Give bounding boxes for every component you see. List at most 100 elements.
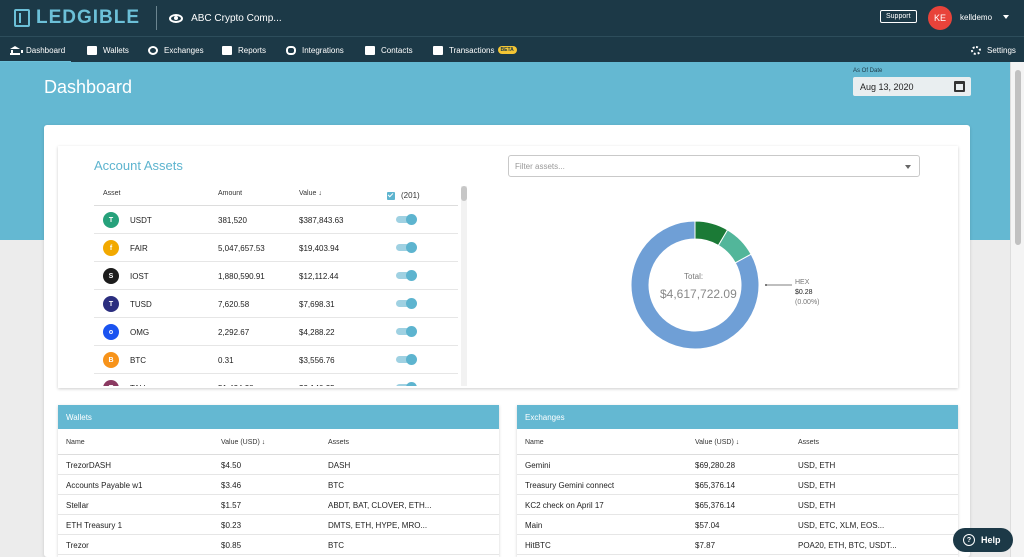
as-of-date-label: As Of Date — [853, 68, 883, 74]
row-value: $0.23 — [221, 521, 242, 530]
page-scrollbar[interactable] — [1010, 62, 1024, 557]
nav-transactions[interactable]: Transactions BETA — [433, 37, 517, 63]
row-name: Trezor — [66, 541, 89, 550]
row-name: HitBTC — [525, 541, 551, 550]
ledgible-logo[interactable]: LEDGIBLE — [14, 7, 140, 29]
asset-row[interactable]: S IOST 1,880,590.91 $12,112.44 — [94, 262, 458, 290]
eye-icon[interactable] — [169, 13, 184, 23]
select-all-checkbox[interactable] — [387, 192, 395, 200]
asset-amount: 1,880,590.91 — [218, 272, 265, 281]
nav-reports[interactable]: Reports — [222, 37, 266, 63]
donut-slice[interactable] — [717, 229, 752, 264]
username[interactable]: kelldemo — [960, 13, 993, 22]
exchanges-col-name: Name — [525, 439, 544, 446]
donut-total-label: Total: — [684, 272, 704, 281]
wallets-col-value[interactable]: Value (USD) ↓ — [221, 439, 266, 446]
help-button[interactable]: ? Help — [953, 528, 1013, 552]
page-scroll-thumb[interactable] — [1015, 70, 1021, 245]
asset-toggle[interactable] — [396, 382, 417, 386]
asset-toggle[interactable] — [396, 214, 417, 225]
asset-amount: 2,292.67 — [218, 328, 250, 337]
chevron-down-icon[interactable] — [1003, 15, 1009, 19]
row-assets: ABDT, BAT, CLOVER, ETH... — [328, 501, 432, 510]
row-assets: BTC — [328, 481, 344, 490]
col-amount: Amount — [218, 190, 243, 197]
wallets-header-row: Name Value (USD) ↓ Assets — [58, 429, 499, 455]
row-assets: DASH — [328, 461, 351, 470]
assets-scroll-thumb[interactable] — [461, 186, 467, 201]
asset-toggle[interactable] — [396, 270, 417, 281]
col-value-sort[interactable]: Value ↓ — [299, 190, 322, 197]
chevron-down-icon[interactable] — [905, 165, 911, 169]
exchanges-col-value[interactable]: Value (USD) ↓ — [695, 439, 740, 446]
exchanges-title: Exchanges — [517, 405, 958, 429]
callout-percent: (0.00%) — [795, 299, 820, 306]
asset-toggle[interactable] — [396, 326, 417, 337]
link-icon — [286, 45, 296, 55]
asset-amount: 381,520 — [218, 216, 247, 225]
nav-settings-label: Settings — [987, 45, 1016, 55]
row-name: Main — [525, 521, 543, 530]
as-of-date-field[interactable]: Aug 13, 2020 — [853, 77, 971, 96]
main-nav: Dashboard Wallets Exchanges Reports Inte… — [0, 36, 1024, 63]
nav-wallets[interactable]: Wallets — [87, 37, 129, 63]
avatar[interactable]: KE — [928, 6, 952, 30]
asset-toggle[interactable] — [396, 354, 417, 365]
row-value: $4.50 — [221, 461, 242, 470]
row-name: KC2 check on April 17 — [525, 501, 604, 510]
assets-scrollbar[interactable] — [461, 186, 467, 386]
nav-contacts-label: Contacts — [381, 45, 413, 55]
table-row[interactable]: HitBTC $7.87 POA20, ETH, BTC, USDT... — [517, 535, 958, 555]
row-value: $57.04 — [695, 521, 720, 530]
table-row[interactable]: ETH Treasury 1 $0.23 DMTS, ETH, HYPE, MRO.… — [58, 515, 499, 535]
table-row[interactable]: Gemini $69,280.28 USD, ETH — [517, 455, 958, 475]
table-row[interactable]: TrezorDASH $4.50 DASH — [58, 455, 499, 475]
page-title: Dashboard — [44, 77, 133, 97]
asset-row[interactable]: T TAU 51,424.28 $3,140.25 — [94, 374, 458, 386]
exchange-rows: Gemini $69,280.28 USD, ETH Treasury Gemini … — [517, 455, 958, 555]
question-icon: ? — [963, 534, 975, 546]
nav-integrations[interactable]: Integrations — [286, 37, 344, 63]
row-value: $69,280.28 — [695, 461, 736, 470]
asset-row[interactable]: o OMG 2,292.67 $4,288.22 — [94, 318, 458, 346]
donut-slice[interactable] — [630, 220, 760, 350]
table-row[interactable]: Main $57.04 USD, ETC, XLM, EOS... — [517, 515, 958, 535]
asset-symbol: TAU — [130, 384, 145, 386]
support-button[interactable]: Support — [880, 10, 917, 23]
table-row[interactable]: Accounts Payable w1 $3.46 BTC — [58, 475, 499, 495]
filter-assets-input[interactable]: Filter assets... — [508, 155, 920, 177]
wallet-icon — [87, 45, 97, 55]
asset-rows: T USDT 381,520 $387,843.63 f FAIR 5,047,657.53… — [94, 206, 458, 386]
asset-symbol: FAIR — [130, 244, 148, 253]
row-value: $7.87 — [695, 541, 716, 550]
coin-icon: f — [103, 240, 119, 256]
exchanges-col-assets: Assets — [798, 439, 820, 446]
asset-row[interactable]: B BTC 0.31 $3,556.76 — [94, 346, 458, 374]
asset-toggle[interactable] — [396, 298, 417, 309]
coin-icon: T — [103, 380, 119, 386]
asset-value: $4,288.22 — [299, 328, 335, 337]
transactions-icon — [433, 45, 443, 55]
account-assets-panel — [58, 146, 958, 388]
asset-row[interactable]: T TUSD 7,620.58 $7,698.31 — [94, 290, 458, 318]
select-count: (201) — [401, 191, 420, 200]
nav-contacts[interactable]: Contacts — [365, 37, 413, 63]
asset-row[interactable]: f FAIR 5,047,657.53 $19,403.94 — [94, 234, 458, 262]
nav-reports-label: Reports — [238, 45, 267, 55]
assets-donut-chart[interactable] — [620, 210, 770, 360]
wallets-card: Wallets Name Value (USD) ↓ Assets Trezor… — [58, 405, 499, 557]
nav-settings[interactable]: Settings — [971, 37, 1016, 63]
nav-exchanges[interactable]: Exchanges — [148, 37, 204, 63]
nav-dashboard-label: Dashboard — [26, 45, 66, 55]
table-row[interactable]: Stellar $1.57 ABDT, BAT, CLOVER, ETH... — [58, 495, 499, 515]
nav-transactions-label: Transactions — [449, 45, 495, 55]
company-selector[interactable]: ABC Crypto Comp... — [191, 12, 282, 24]
asset-row[interactable]: T USDT 381,520 $387,843.63 — [94, 206, 458, 234]
logo-text: LEDGIBLE — [36, 7, 141, 28]
date-value: Aug 13, 2020 — [860, 81, 914, 92]
calendar-icon[interactable] — [954, 81, 965, 92]
asset-toggle[interactable] — [396, 242, 417, 253]
table-row[interactable]: KC2 check on April 17 $65,376.14 USD, ETH — [517, 495, 958, 515]
table-row[interactable]: Treasury Gemini connect $65,376.14 USD, ET… — [517, 475, 958, 495]
table-row[interactable]: Trezor $0.85 BTC — [58, 535, 499, 555]
